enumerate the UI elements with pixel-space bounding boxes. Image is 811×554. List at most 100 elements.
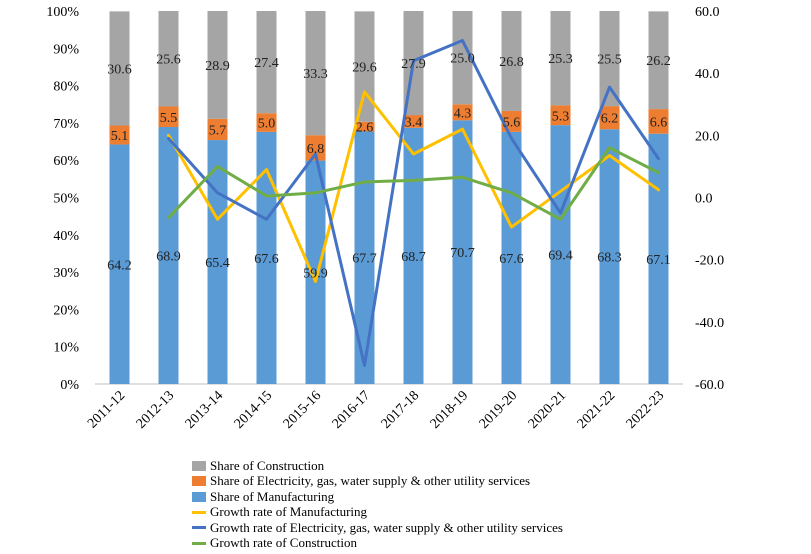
data-label-electricity: 5.1 <box>111 129 129 144</box>
bar-construction-2015-16 <box>305 11 326 136</box>
data-label-electricity: 2.6 <box>356 121 374 136</box>
data-label-construction: 30.6 <box>107 62 132 77</box>
x-tick-label: 2018-19 <box>428 388 472 432</box>
bar-manufacturing-2013-14 <box>207 140 228 384</box>
legend-bar-swatch <box>192 476 206 487</box>
data-label-construction: 26.2 <box>646 54 671 69</box>
legend-label: Share of Manufacturing <box>210 488 335 504</box>
bar-electricity-2016-17 <box>354 121 375 132</box>
right-tick-label: -40.0 <box>695 316 724 331</box>
legend-label: Share of Electricity, gas, water supply … <box>210 473 531 489</box>
bar-manufacturing-2011-12 <box>109 144 130 384</box>
data-label-construction: 33.3 <box>303 67 328 82</box>
x-tick-label: 2012-13 <box>134 388 178 432</box>
data-label-manufacturing: 67.7 <box>352 252 377 267</box>
line-growth-electricity <box>167 39 660 367</box>
bar-manufacturing-2016-17 <box>354 131 375 384</box>
legend-item: Growth rate of Manufacturing <box>192 504 563 521</box>
data-label-manufacturing: 68.3 <box>597 251 622 266</box>
data-label-construction: 25.3 <box>548 52 573 67</box>
x-tick-label: 2019-20 <box>477 388 521 432</box>
bar-electricity-2014-15 <box>256 113 277 132</box>
legend-line-swatch <box>192 510 206 514</box>
bar-construction-2012-13 <box>158 11 179 107</box>
data-label-electricity: 5.5 <box>160 111 178 126</box>
left-tick-label: 40% <box>53 229 79 244</box>
legend-bar-swatch <box>192 491 206 502</box>
data-label-construction: 26.8 <box>499 55 524 70</box>
left-axis-ticks: 0% 10% 20% 30% 40% 50% 60% 70% 80% 90% 100% <box>46 5 79 393</box>
legend-label: Growth rate of Manufacturing <box>210 504 368 520</box>
legend: Share of Construction Share of Electricit… <box>192 458 563 551</box>
right-tick-label: -20.0 <box>695 254 724 269</box>
data-label-manufacturing: 64.2 <box>107 258 132 273</box>
bar-manufacturing-2018-19 <box>452 120 473 384</box>
data-label-construction: 29.6 <box>352 61 377 76</box>
data-label-electricity: 5.6 <box>503 115 521 130</box>
bar-construction-2013-14 <box>207 11 228 119</box>
data-label-electricity: 6.2 <box>601 112 619 127</box>
x-tick-label: 2014-15 <box>232 388 276 432</box>
bar-electricity-2012-13 <box>158 106 179 128</box>
left-tick-label: 50% <box>53 192 79 207</box>
x-tick-label: 2011-12 <box>85 388 128 431</box>
bar-manufacturing-2022-23 <box>648 133 669 384</box>
bar-electricity-2015-16 <box>305 135 326 161</box>
x-tick-label: 2017-18 <box>379 388 423 432</box>
legend-item: Growth rate of Electricity, gas, water s… <box>192 520 563 536</box>
bar-construction-2018-19 <box>452 11 473 105</box>
bar-manufacturing-2015-16 <box>305 160 326 384</box>
data-label-construction: 28.9 <box>205 59 230 74</box>
bar-manufacturing-2021-22 <box>599 129 620 384</box>
bar-electricity-2018-19 <box>452 104 473 121</box>
line-growth-construction <box>167 146 660 221</box>
left-tick-label: 30% <box>53 266 79 281</box>
x-tick-label: 2013-14 <box>183 388 227 432</box>
data-label-electricity: 6.6 <box>650 115 668 130</box>
left-tick-label: 100% <box>46 5 79 20</box>
bar-electricity-2013-14 <box>207 118 228 141</box>
legend-item: Share of Manufacturing <box>192 489 563 505</box>
legend-label: Growth rate of Electricity, gas, water s… <box>210 519 563 535</box>
line-series-group <box>167 39 660 367</box>
data-label-manufacturing: 67.1 <box>646 253 671 268</box>
x-tick-label: 2022-23 <box>624 388 668 432</box>
bar-construction-2022-23 <box>648 11 669 110</box>
data-label-manufacturing: 68.9 <box>156 250 181 265</box>
legend-label: Growth rate of Construction <box>210 535 357 551</box>
right-axis-ticks: -60.0 -40.0 -20.0 0.0 20.0 40.0 60.0 <box>695 5 724 393</box>
legend-item: Share of Construction <box>192 458 563 474</box>
bar-construction-2014-15 <box>256 11 277 114</box>
legend-line-swatch <box>192 526 206 530</box>
bar-series-group <box>109 11 669 384</box>
x-axis-ticks: 2011-12 2012-13 2013-14 2014-15 2015-16 2016-… <box>85 388 667 432</box>
right-tick-label: -60.0 <box>695 378 724 393</box>
data-label-manufacturing: 65.4 <box>205 256 230 271</box>
data-label-electricity: 5.0 <box>258 117 276 132</box>
right-tick-label: 0.0 <box>695 192 713 207</box>
bar-electricity-2020-21 <box>550 105 571 126</box>
bar-manufacturing-2017-18 <box>403 127 424 384</box>
legend-item: Share of Electricity, gas, water supply … <box>192 473 563 490</box>
bar-data-labels: 64.2 5.1 30.6 68.9 5.5 25.6 65.4 5.7 28.9 67.6 5.0… <box>107 52 671 282</box>
data-label-electricity: 5.7 <box>209 123 227 138</box>
right-tick-label: 60.0 <box>695 5 720 20</box>
left-tick-label: 10% <box>53 341 79 356</box>
x-tick-label: 2020-21 <box>526 388 570 432</box>
legend-line-swatch <box>192 541 206 545</box>
data-label-construction: 25.5 <box>597 53 622 68</box>
bar-manufacturing-2012-13 <box>158 127 179 384</box>
data-label-construction: 25.6 <box>156 53 181 68</box>
left-tick-label: 0% <box>60 378 79 393</box>
right-tick-label: 40.0 <box>695 67 720 82</box>
data-label-electricity: 3.4 <box>405 115 423 130</box>
left-tick-label: 20% <box>53 303 79 318</box>
legend-label: Share of Construction <box>210 457 325 473</box>
bar-construction-2016-17 <box>354 11 375 122</box>
left-tick-label: 90% <box>53 42 79 57</box>
bar-manufacturing-2020-21 <box>550 125 571 384</box>
legend-bar-swatch <box>192 460 206 471</box>
legend-item: Growth rate of Construction <box>192 535 563 552</box>
left-tick-label: 60% <box>53 154 79 169</box>
